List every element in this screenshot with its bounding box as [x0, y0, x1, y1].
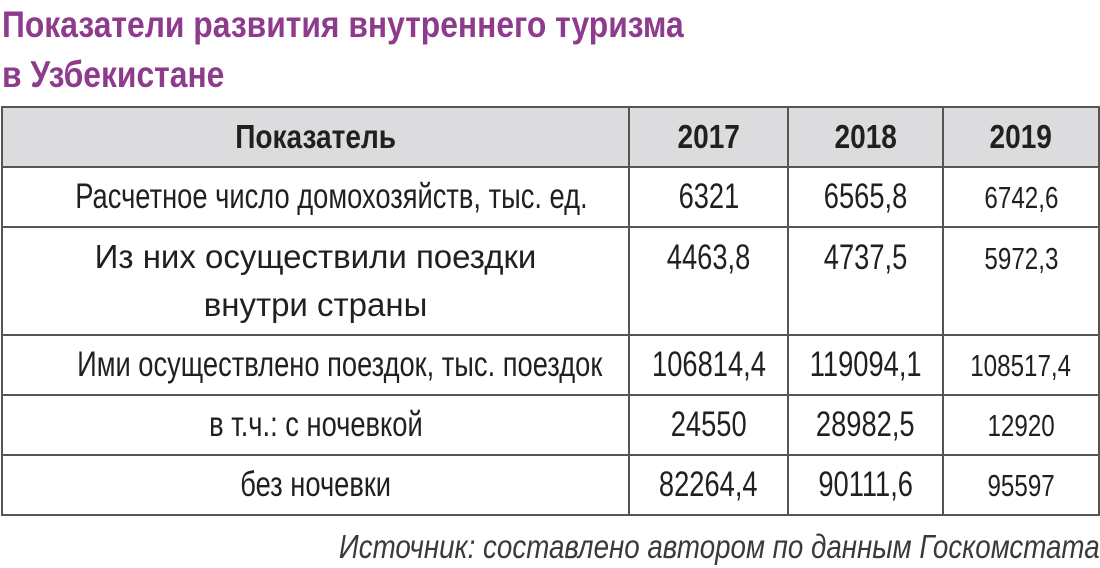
cell-2019: 12920: [942, 394, 1100, 456]
header-2018: 2018: [787, 106, 944, 168]
cell-2017: 24550: [628, 394, 789, 456]
cell-2018: 28982,5: [787, 394, 944, 456]
table-header-row: Показатель 2017 2018 2019: [1, 106, 1100, 168]
cell-2018: 4737,5: [787, 226, 944, 336]
row-label: в т.ч.: с ночевкой: [1, 394, 630, 456]
table-row: Ими осуществлено поездок, тыс. поездок 1…: [1, 334, 1100, 396]
header-2019: 2019: [942, 106, 1100, 168]
title-line-2: в Узбекистане: [2, 54, 225, 95]
header-2017: 2017: [628, 106, 789, 168]
cell-2018: 90111,6: [787, 454, 944, 516]
row-label: Ими осуществлено поездок, тыс. поездок: [1, 334, 630, 396]
row-label: Из них осуществили поездки внутри страны: [1, 226, 630, 336]
header-indicator: Показатель: [1, 106, 630, 168]
table-row: в т.ч.: с ночевкой 24550 28982,5 12920: [1, 394, 1100, 456]
table-row: Из них осуществили поездки внутри страны…: [1, 226, 1100, 336]
cell-2018: 119094,1: [787, 334, 944, 396]
cell-2019: 108517,4: [942, 334, 1100, 396]
page-title: Показатели развития внутреннего туризма …: [2, 0, 684, 100]
cell-2017: 82264,4: [628, 454, 789, 516]
row-label: без ночевки: [1, 454, 630, 516]
cell-2017: 106814,4: [628, 334, 789, 396]
table-row: Расчетное число домохозяйств, тыс. ед. 6…: [1, 166, 1100, 228]
row-label: Расчетное число домохозяйств, тыс. ед.: [1, 166, 630, 228]
source-note: Источник: составлено автором по данным Г…: [339, 528, 1100, 565]
indicators-table: Показатель 2017 2018 2019 Расчетное числ…: [1, 106, 1100, 516]
table-row: без ночевки 82264,4 90111,6 95597: [1, 454, 1100, 516]
cell-2019: 95597: [942, 454, 1100, 516]
cell-2018: 6565,8: [787, 166, 944, 228]
cell-2017: 6321: [628, 166, 789, 228]
title-line-1: Показатели развития внутреннего туризма: [2, 4, 684, 45]
cell-2017: 4463,8: [628, 226, 789, 336]
cell-2019: 5972,3: [942, 226, 1100, 336]
cell-2019: 6742,6: [942, 166, 1100, 228]
